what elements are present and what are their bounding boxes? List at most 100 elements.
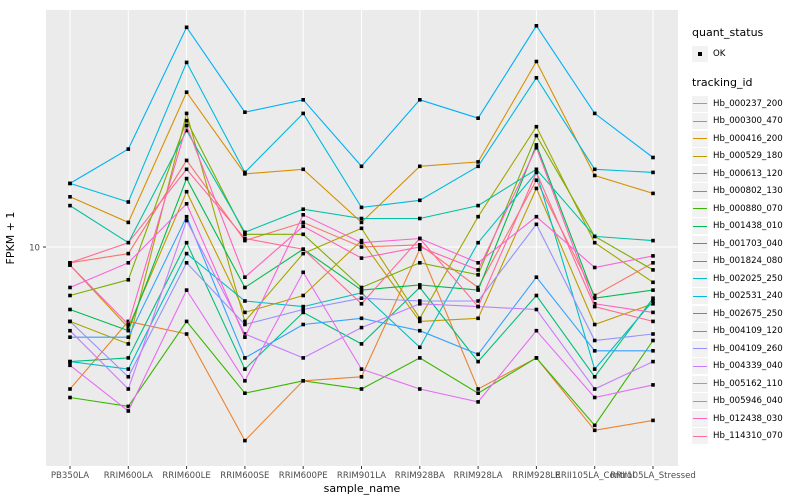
data-point	[243, 285, 247, 290]
data-point	[476, 273, 480, 277]
data-point	[534, 124, 539, 129]
series-line-key	[692, 113, 708, 129]
data-point	[534, 293, 539, 298]
data-point	[184, 90, 189, 94]
data-point	[68, 285, 72, 290]
legend-tracking-items: Hb_000237_200 Hb_000300_470 Hb_000416_200 H…	[692, 95, 798, 445]
series-line-key	[692, 410, 708, 427]
legend-title-quant-status: quant_status	[692, 26, 764, 39]
data-point	[592, 304, 597, 309]
legend-item-Hb_004109_260: Hb_004109_260	[692, 340, 798, 357]
legend-item-Hb_000802_130: Hb_000802_130	[692, 183, 798, 200]
line-swatch-icon	[693, 260, 707, 262]
legend-item-Hb_001824_080: Hb_001824_080	[692, 253, 798, 270]
series-line-key	[692, 95, 708, 112]
data-point	[418, 198, 422, 203]
data-point	[418, 283, 422, 287]
data-point	[651, 319, 655, 324]
data-point	[534, 76, 539, 80]
line-swatch-icon	[693, 435, 707, 437]
data-point	[476, 391, 480, 395]
series-points-Hb_002531_240	[68, 60, 655, 210]
data-point	[592, 111, 597, 116]
x-tick-label: RRIM928LE	[512, 471, 561, 481]
data-point	[651, 288, 655, 292]
series-line-key	[692, 305, 708, 322]
line-swatch-icon	[693, 173, 707, 174]
data-point	[359, 238, 364, 243]
data-point	[476, 240, 480, 245]
data-point	[243, 299, 247, 303]
data-point	[651, 302, 655, 306]
series-line-key	[692, 375, 708, 392]
data-point	[651, 338, 655, 343]
data-point	[592, 265, 597, 270]
data-point	[184, 167, 189, 172]
x-tick-label: RRIM901LA	[337, 471, 386, 481]
data-point	[359, 205, 364, 210]
data-point	[126, 409, 131, 413]
series-points-Hb_005162_110	[68, 270, 655, 413]
data-point	[243, 310, 247, 315]
data-point	[243, 170, 247, 175]
data-point	[476, 261, 480, 265]
data-point	[359, 288, 364, 292]
data-point	[243, 335, 247, 339]
x-tick-label: PB350LA	[51, 471, 89, 481]
legend-label: Hb_000237_200	[713, 98, 783, 109]
square-point-icon	[698, 51, 702, 56]
x-tick-label: RRIM600LE	[162, 471, 211, 481]
legend-label: Hb_000880_070	[713, 203, 783, 214]
y-tick-label: 10	[29, 244, 40, 254]
data-point	[476, 387, 480, 391]
data-point	[592, 367, 597, 371]
legend-label: Hb_004109_120	[713, 326, 783, 336]
data-point	[592, 375, 597, 379]
line-swatch-icon	[693, 225, 707, 227]
x-tick-label: RRII105LA_Stressed	[610, 471, 696, 481]
data-point	[534, 170, 539, 175]
data-point	[651, 254, 655, 258]
series-line-key	[692, 165, 708, 182]
legend-label: Hb_004339_040	[713, 361, 783, 371]
series-line-key	[692, 130, 708, 147]
data-point	[418, 243, 422, 247]
data-point	[359, 285, 364, 290]
series-points-Hb_000802_130	[68, 118, 655, 298]
data-point	[243, 238, 247, 243]
data-point	[301, 307, 305, 312]
legend-item-Hb_000613_120: Hb_000613_120	[692, 165, 798, 182]
data-point	[359, 245, 364, 249]
data-point	[359, 164, 364, 169]
data-point	[68, 261, 72, 265]
data-point	[359, 342, 364, 346]
data-point	[68, 319, 72, 324]
data-point	[534, 275, 539, 279]
data-point	[243, 438, 247, 443]
data-point	[126, 387, 131, 391]
line-swatch-icon	[693, 138, 707, 139]
series-line-key	[692, 393, 708, 409]
line-swatch-icon	[693, 365, 707, 367]
legend-item-Hb_005946_040: Hb_005946_040	[692, 393, 798, 410]
legend-label: Hb_004109_260	[713, 343, 783, 354]
line-swatch-icon	[693, 295, 707, 297]
data-point	[126, 278, 131, 282]
data-point	[651, 238, 655, 243]
data-point	[418, 316, 422, 321]
series-line-key	[692, 200, 708, 217]
data-point	[301, 232, 305, 237]
data-point	[476, 359, 480, 364]
x-tick-label: RRIM928BA	[395, 471, 445, 481]
data-point	[126, 200, 131, 204]
data-point	[68, 335, 72, 339]
data-point	[418, 98, 422, 102]
series-line-key	[692, 183, 708, 199]
data-point	[243, 332, 247, 336]
legend-item-Hb_012438_030: Hb_012438_030	[692, 410, 798, 427]
data-point	[359, 240, 364, 245]
data-point	[301, 207, 305, 211]
data-point	[476, 203, 480, 208]
legend-tracking-id: tracking_id Hb_000237_200 Hb_000300_470 Hb…	[692, 76, 798, 445]
